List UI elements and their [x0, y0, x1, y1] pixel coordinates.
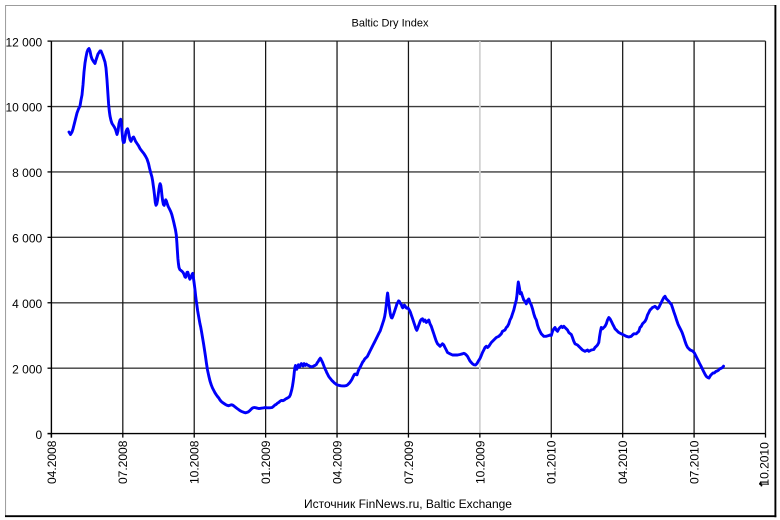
svg-text:10.2009: 10.2009 — [473, 440, 487, 484]
svg-text:Baltic Dry Index: Baltic Dry Index — [351, 17, 429, 29]
svg-text:6 000: 6 000 — [12, 232, 42, 246]
svg-text:07.2010: 07.2010 — [687, 440, 701, 484]
svg-text:2 000: 2 000 — [12, 362, 42, 376]
svg-text:10.2008: 10.2008 — [188, 440, 202, 484]
svg-text:4 000: 4 000 — [12, 297, 42, 311]
svg-text:10.2010: 10.2010 — [758, 442, 772, 486]
svg-text:04.2010: 04.2010 — [616, 440, 630, 484]
svg-text:01.2009: 01.2009 — [259, 440, 273, 484]
svg-text:10 000: 10 000 — [5, 101, 42, 115]
svg-text:Источник FinNews.ru, Baltic Ex: Источник FinNews.ru, Baltic Exchange — [304, 497, 512, 511]
svg-text:8 000: 8 000 — [12, 166, 42, 180]
svg-text:04.2009: 04.2009 — [330, 440, 344, 484]
svg-text:01.2010: 01.2010 — [545, 440, 559, 484]
svg-text:12 000: 12 000 — [5, 35, 42, 49]
svg-text:07.2008: 07.2008 — [116, 440, 130, 484]
svg-text:0: 0 — [36, 428, 43, 442]
svg-text:07.2009: 07.2009 — [402, 440, 416, 484]
svg-text:04.2008: 04.2008 — [45, 440, 59, 484]
